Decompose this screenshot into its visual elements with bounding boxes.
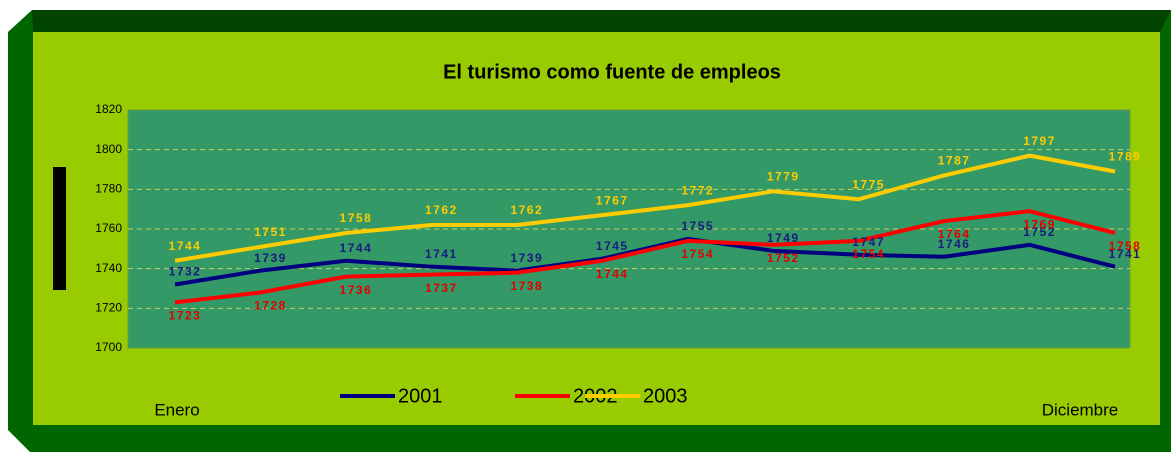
data-label: 1767 bbox=[596, 193, 629, 207]
data-label: 1751 bbox=[254, 225, 287, 239]
data-label: 1789 bbox=[1109, 150, 1142, 164]
data-label: 1787 bbox=[938, 154, 971, 168]
data-label: 1728 bbox=[254, 299, 287, 313]
data-label: 1754 bbox=[681, 247, 714, 261]
data-label: 1736 bbox=[340, 283, 373, 297]
series-line bbox=[174, 153, 1116, 263]
y-tick-label: 1740 bbox=[95, 261, 122, 275]
x-tick-label: Enero bbox=[154, 400, 199, 419]
data-label: 1744 bbox=[596, 267, 629, 281]
chart-title: El turismo como fuente de empleos bbox=[443, 61, 781, 83]
data-label: 1769 bbox=[1023, 217, 1056, 231]
data-label: 1797 bbox=[1023, 134, 1056, 148]
y-tick-label: 1820 bbox=[95, 102, 122, 116]
data-label: 1746 bbox=[938, 237, 971, 251]
data-label: 1755 bbox=[681, 219, 714, 233]
data-label: 1739 bbox=[254, 251, 287, 265]
data-label: 1744 bbox=[340, 241, 373, 255]
data-label: 1749 bbox=[767, 231, 800, 245]
data-label: 1779 bbox=[767, 169, 800, 183]
y-tick-label: 1700 bbox=[95, 340, 122, 354]
data-label: 1762 bbox=[425, 203, 458, 217]
frame-top bbox=[32, 10, 1171, 32]
x-tick-label: Diciembre bbox=[1042, 400, 1119, 419]
data-label: 1739 bbox=[510, 251, 543, 265]
data-label: 1747 bbox=[852, 235, 885, 249]
y-tick-label: 1800 bbox=[95, 142, 122, 156]
legend-label: 2003 bbox=[643, 385, 688, 407]
legend-label: 2001 bbox=[398, 385, 443, 407]
y-tick-label: 1720 bbox=[95, 301, 122, 315]
data-label: 1732 bbox=[169, 265, 202, 279]
data-label: 1723 bbox=[169, 309, 202, 323]
data-label: 1754 bbox=[852, 247, 885, 261]
data-label: 1741 bbox=[1109, 247, 1142, 261]
data-label: 1737 bbox=[425, 281, 458, 295]
data-label: 1772 bbox=[681, 183, 714, 197]
data-label: 1764 bbox=[938, 227, 971, 241]
data-label: 1752 bbox=[767, 251, 800, 265]
data-label: 1738 bbox=[510, 279, 543, 293]
decoration bbox=[53, 167, 66, 290]
data-label: 1758 bbox=[340, 211, 373, 225]
data-label: 1745 bbox=[596, 239, 629, 253]
data-label: 1741 bbox=[425, 247, 458, 261]
data-label: 1775 bbox=[852, 177, 885, 191]
y-tick-label: 1760 bbox=[95, 221, 122, 235]
data-label: 1752 bbox=[1023, 225, 1056, 239]
series-line bbox=[174, 209, 1116, 305]
data-label: 1758 bbox=[1109, 239, 1142, 253]
data-label: 1762 bbox=[510, 203, 543, 217]
y-tick-label: 1780 bbox=[95, 182, 122, 196]
data-label: 1744 bbox=[169, 239, 202, 253]
